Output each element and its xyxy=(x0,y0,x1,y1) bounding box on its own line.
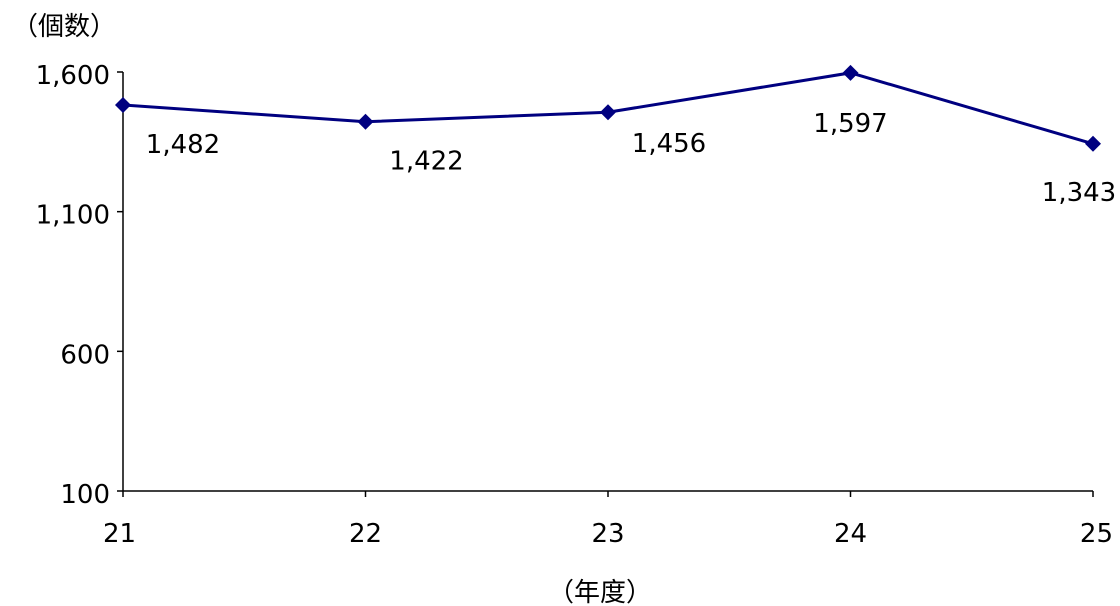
y-tick-label: 1,600 xyxy=(36,61,110,91)
x-tick-label: 21 xyxy=(103,519,136,549)
y-tick-label: 1,100 xyxy=(36,201,110,231)
data-point-marker xyxy=(843,65,859,81)
data-label: 1,482 xyxy=(146,130,220,160)
y-ticks: 100 600 1,100 1,600 xyxy=(36,61,123,510)
data-point-marker xyxy=(1085,136,1101,152)
data-point-marker xyxy=(358,114,374,130)
data-point-marker xyxy=(115,97,131,113)
y-tick-label: 100 xyxy=(60,480,110,510)
x-axis-title: （年度） xyxy=(548,578,652,606)
y-tick-label: 600 xyxy=(60,340,110,370)
data-labels: 1,482 1,422 1,456 1,597 1,343 xyxy=(146,109,1116,208)
x-tick-label: 22 xyxy=(349,519,382,549)
data-point-marker xyxy=(600,104,616,120)
data-label: 1,343 xyxy=(1042,178,1116,208)
series-group xyxy=(115,65,1101,152)
data-label: 1,422 xyxy=(389,147,463,177)
x-tick-label: 25 xyxy=(1080,519,1113,549)
data-label: 1,456 xyxy=(632,129,706,159)
x-ticks: 21 22 23 24 25 xyxy=(103,491,1113,549)
data-label: 1,597 xyxy=(813,109,887,139)
x-tick-label: 24 xyxy=(834,519,867,549)
y-axis-title: （個数） xyxy=(12,12,116,42)
x-tick-label: 23 xyxy=(591,519,624,549)
